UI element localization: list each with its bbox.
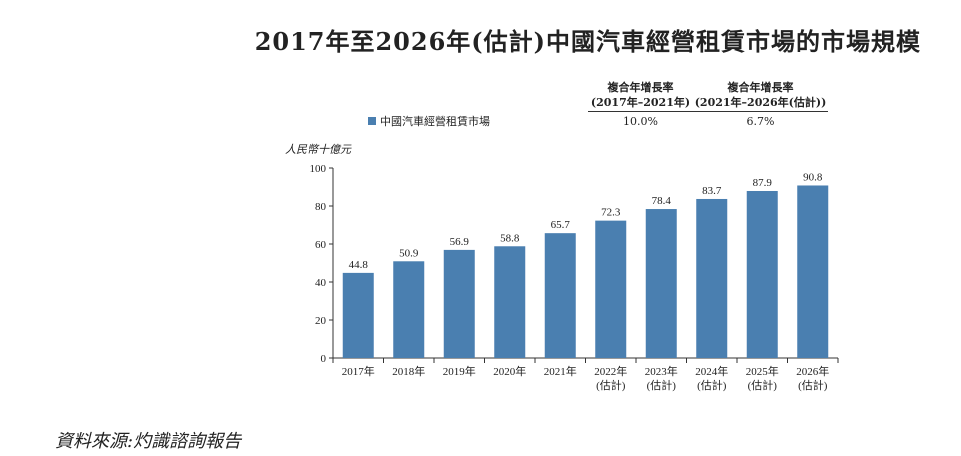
x-tick-label: (估計)	[596, 378, 626, 392]
x-tick-label: 2022年	[594, 364, 627, 378]
x-tick-label: (估計)	[798, 378, 828, 392]
bar	[494, 246, 526, 358]
data-label: 44.8	[349, 259, 369, 271]
bar	[342, 272, 374, 358]
cagr-col-1: 複合年增長率 (2017年–2021年)	[588, 80, 693, 110]
data-label: 58.8	[500, 232, 520, 244]
x-tick-label: (估計)	[697, 378, 727, 392]
y-tick-label: 100	[310, 163, 327, 175]
x-tick-label: 2026年	[796, 364, 829, 378]
cagr-col-2: 複合年增長率 (2021年–2026年(估計))	[693, 80, 828, 110]
data-label: 72.3	[601, 207, 621, 219]
x-tick-label: 2024年	[695, 364, 728, 378]
x-tick-label: (估計)	[647, 378, 677, 392]
cagr-period: (2017年–2021年)	[590, 96, 691, 109]
x-tick-label: 2018年	[392, 364, 425, 378]
bar	[696, 198, 728, 358]
y-tick-label: 0	[321, 353, 327, 365]
chart-title: 2017年至2026年(估計)中國汽車經營租賃市場的市場規模	[254, 27, 921, 56]
data-label: 83.7	[702, 185, 722, 197]
data-label: 50.9	[399, 247, 419, 259]
source-note: 資料來源:灼識諮詢報告	[55, 431, 242, 452]
data-label: 56.9	[450, 236, 470, 248]
cagr-header: 複合年增長率	[607, 81, 674, 94]
bar	[443, 249, 475, 358]
bar	[746, 190, 778, 358]
y-axis-label: 人民幣十億元	[285, 143, 351, 156]
bar	[645, 209, 677, 358]
x-tick-label: 2020年	[493, 364, 526, 378]
cagr-divider: 10.0% 6.7%	[588, 111, 828, 128]
data-label: 78.4	[652, 195, 672, 207]
data-label: 65.7	[551, 219, 571, 231]
cagr-header: 複合年增長率	[727, 81, 794, 94]
x-tick-label: 2023年	[645, 364, 678, 378]
data-label: 90.8	[803, 171, 823, 183]
bar	[393, 261, 425, 358]
bar	[544, 233, 576, 358]
legend: 中國汽車經營租賃市場	[368, 113, 490, 129]
bar	[595, 220, 627, 358]
cagr-value: 6.7%	[746, 115, 775, 128]
y-tick-label: 40	[315, 277, 327, 289]
bar	[797, 185, 829, 358]
cagr-value: 10.0%	[623, 115, 658, 128]
y-tick-label: 80	[315, 201, 327, 213]
cagr-period: (2021年–2026年(估計))	[694, 96, 827, 109]
legend-label: 中國汽車經營租賃市場	[380, 115, 490, 128]
x-tick-label: 2025年	[746, 364, 779, 378]
x-tick-label: 2019年	[443, 364, 476, 378]
legend-swatch	[368, 117, 376, 125]
x-tick-label: (估計)	[748, 378, 778, 392]
x-tick-label: 2021年	[544, 364, 577, 378]
data-label: 87.9	[753, 177, 773, 189]
y-tick-label: 20	[315, 315, 327, 327]
cagr-table: 複合年增長率 (2017年–2021年) 複合年增長率 (2021年–2026年…	[588, 80, 828, 128]
x-tick-label: 2017年	[342, 364, 375, 378]
y-tick-label: 60	[315, 239, 327, 251]
